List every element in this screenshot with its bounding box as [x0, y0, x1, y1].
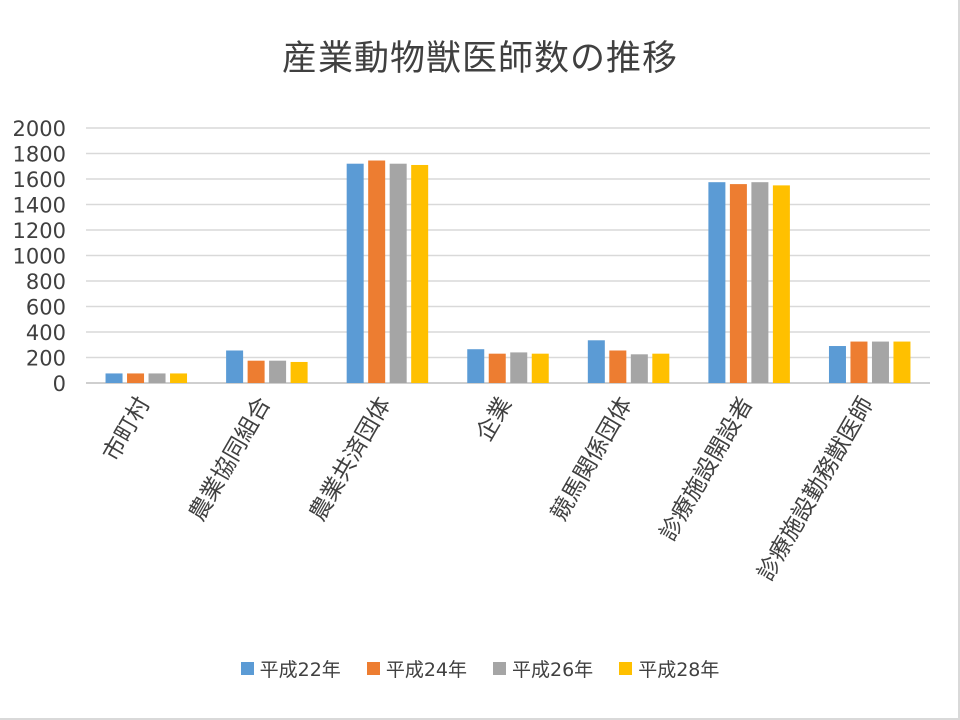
bar — [531, 353, 549, 383]
y-tick-label: 400 — [26, 321, 66, 345]
bars — [105, 160, 911, 383]
legend: 平成22年 平成24年 平成26年 平成28年 — [0, 655, 960, 682]
y-tick-label: 0 — [53, 372, 66, 396]
x-tick-label: 診療施設開設者 — [655, 393, 758, 545]
bar — [587, 340, 605, 383]
bar — [510, 352, 528, 383]
bar — [269, 360, 287, 383]
x-tick-label: 市町村 — [98, 393, 155, 466]
bar — [652, 353, 670, 383]
bar — [105, 373, 123, 383]
bar — [751, 182, 769, 383]
bar — [290, 361, 308, 383]
legend-label: 平成24年 — [385, 659, 467, 681]
bar — [871, 341, 889, 383]
bar — [389, 163, 407, 383]
bar — [127, 373, 145, 383]
legend-swatch — [493, 662, 506, 675]
legend-label: 平成26年 — [512, 659, 594, 681]
legend-swatch — [366, 662, 380, 675]
legend-item: 平成22年 — [240, 655, 341, 682]
bar — [368, 160, 386, 383]
legend-swatch — [240, 662, 254, 675]
y-tick-label: 600 — [26, 296, 66, 320]
y-tick-label: 2000 — [13, 117, 66, 141]
bar — [729, 184, 747, 383]
bar — [772, 185, 790, 383]
x-tick-label: 農業協同組合 — [185, 393, 277, 526]
bar — [148, 373, 166, 383]
y-tick-label: 1600 — [13, 168, 66, 192]
legend-item: 平成24年 — [366, 655, 467, 682]
bar — [226, 350, 244, 383]
bar — [708, 182, 726, 383]
bar — [893, 341, 911, 383]
bar — [411, 164, 429, 383]
legend-label: 平成28年 — [638, 659, 720, 681]
bar — [828, 346, 846, 383]
bar — [609, 350, 627, 383]
legend-swatch — [619, 662, 633, 675]
bar — [247, 360, 265, 383]
x-tick-label: 診療施設勤務獣医師 — [753, 393, 879, 585]
grid-lines — [86, 127, 930, 384]
x-tick-label: 企業 — [472, 393, 518, 446]
y-tick-label: 200 — [26, 347, 66, 371]
chart-title: 産業動物獣医師数の推移 — [281, 39, 678, 79]
y-tick-label: 1800 — [13, 143, 66, 167]
x-tick-label: 農業共済団体 — [305, 393, 397, 526]
bar — [170, 373, 188, 383]
bar — [467, 349, 485, 383]
bar — [630, 354, 648, 383]
legend-label: 平成22年 — [259, 659, 341, 681]
y-tick-label: 1000 — [13, 245, 66, 269]
bar — [346, 163, 364, 383]
bar — [488, 353, 506, 383]
y-tick-label: 1200 — [13, 219, 66, 243]
legend-item: 平成26年 — [493, 655, 593, 682]
y-tick-label: 1400 — [13, 194, 66, 218]
x-tick-label: 競馬関係団体 — [546, 393, 638, 526]
y-tick-label: 800 — [26, 270, 66, 294]
bar — [850, 341, 868, 383]
legend-item: 平成28年 — [619, 655, 719, 682]
